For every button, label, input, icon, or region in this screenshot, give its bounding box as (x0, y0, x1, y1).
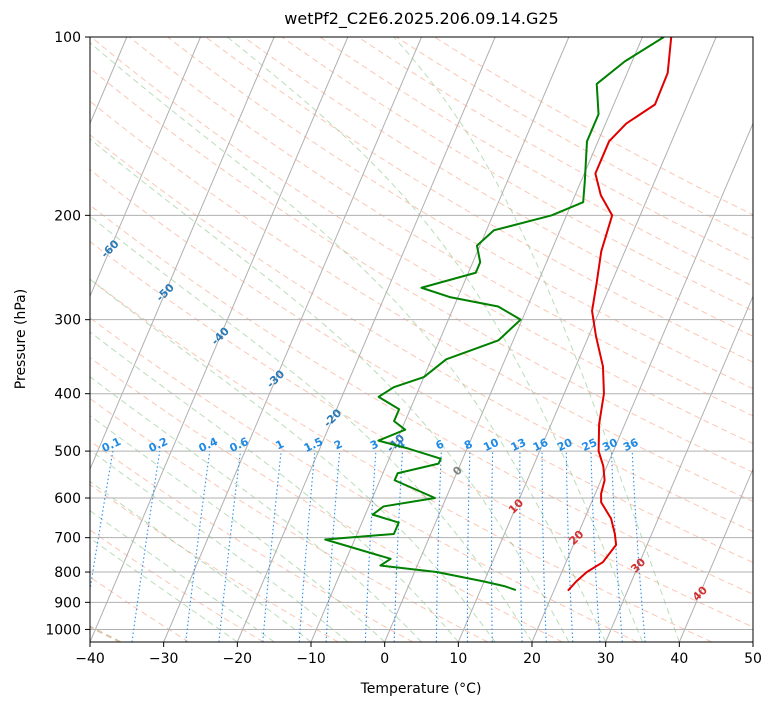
y-axis-title: Pressure (hPa) (13, 289, 29, 389)
dry-adiabat (243, 37, 753, 337)
isotherm-line (163, 37, 422, 642)
y-tick-label: 400 (54, 387, 81, 403)
moist-adiabat (90, 415, 386, 642)
isotherm-line (678, 467, 753, 642)
isotherm-line (752, 640, 753, 642)
moist-adiabat (393, 37, 680, 642)
x-tick-label: 40 (670, 651, 688, 667)
moist-adiabat (90, 509, 275, 642)
isotherm-line (310, 37, 570, 642)
dry-adiabat (129, 37, 753, 417)
dry-adiabat (90, 440, 414, 642)
mixing-ratio-label: 30 (600, 436, 620, 454)
moist-adiabat (227, 37, 643, 642)
y-tick-label: 200 (54, 208, 81, 224)
mixing-ratio-line (218, 451, 242, 642)
x-tick-label: −10 (296, 651, 326, 667)
moist-adiabat (90, 138, 570, 642)
mixing-ratio-label: 20 (555, 436, 575, 454)
isotherm-line (605, 295, 753, 642)
moist-adiabat (90, 331, 459, 642)
mixing-ratio-line (90, 451, 114, 594)
dry-adiabat (281, 37, 753, 312)
y-tick-label: 500 (54, 444, 81, 460)
dry-adiabat (90, 67, 753, 473)
moist-adiabat (90, 42, 607, 642)
x-tick-label: 20 (523, 651, 541, 667)
x-tick-label: −40 (75, 651, 105, 667)
dry-adiabat (167, 37, 753, 390)
chart-title: wetPf2_C2E6.2025.206.09.14.G25 (284, 9, 559, 28)
isotherm-line (90, 37, 349, 642)
dry-adiabat (90, 356, 563, 642)
x-axis-title: Temperature (°C) (360, 681, 482, 697)
y-tick-label: 100 (54, 30, 81, 46)
moist-adiabat (90, 480, 312, 642)
temperature-profile-line (567, 37, 673, 592)
mixing-ratio-line (298, 451, 316, 642)
y-tick-label: 900 (54, 595, 81, 611)
mixing-ratio-label: 36 (621, 436, 641, 454)
y-tick-label: 700 (54, 531, 81, 547)
axis-ticks: −40 −30 −20 −10 0 10 20 30 40 50 1000 900 800 700 600 5… (45, 30, 762, 667)
x-tick-label: 50 (744, 651, 762, 667)
x-tick-label: −20 (223, 651, 253, 667)
mixing-ratio-label: 10 (481, 436, 501, 454)
isotherm-line (384, 37, 643, 642)
mixing-ratio-label: 13 (509, 436, 528, 454)
moist-adiabat (90, 278, 496, 642)
moist-adiabat (90, 537, 238, 642)
mixing-ratio-line (262, 451, 282, 642)
dry-adiabat (90, 168, 753, 564)
mixing-ratio-line (185, 451, 211, 642)
x-tick-label: 10 (449, 651, 467, 667)
plot-background (90, 37, 753, 642)
dry-adiabat (90, 37, 753, 445)
dry-adiabat (90, 204, 753, 595)
dry-adiabat (90, 241, 753, 628)
y-tick-label: 600 (54, 491, 81, 507)
x-tick-label: −30 (149, 651, 179, 667)
dewpoint-profile-line (324, 37, 665, 591)
y-tick-label: 1000 (45, 622, 81, 638)
isotherm-line (90, 37, 201, 298)
isotherm-line (90, 37, 275, 471)
x-tick-label: 30 (597, 651, 615, 667)
plot-frame (89, 36, 754, 643)
x-tick-label: 0 (380, 651, 389, 667)
dry-adiabat (90, 134, 753, 533)
mixing-ratio-label: 16 (531, 436, 551, 454)
dry-adiabat (205, 37, 753, 363)
mixing-ratio-label: 25 (580, 436, 599, 454)
isotherm-line (236, 37, 496, 642)
mixing-ratio-line (131, 451, 161, 642)
moist-adiabat (90, 215, 533, 642)
y-tick-label: 300 (54, 313, 81, 329)
isotherm-line (457, 37, 717, 642)
isotherm-line (531, 122, 753, 642)
dry-adiabat (90, 317, 638, 642)
y-tick-label: 800 (54, 565, 81, 581)
isotherm-label: -80 (0, 146, 14, 169)
